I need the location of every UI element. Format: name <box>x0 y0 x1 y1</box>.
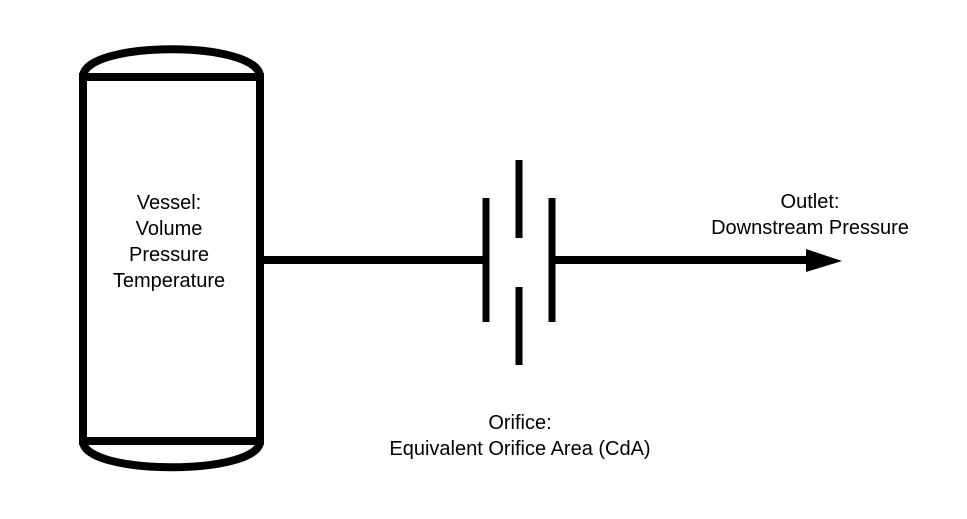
orifice-symbol <box>482 160 556 365</box>
vessel-label-line-1: Vessel: <box>136 192 202 214</box>
vessel-body <box>79 73 264 445</box>
vessel-label: Vessel: Volume Pressure Temperature <box>89 190 249 294</box>
vessel-label-line-2: Volume <box>135 218 203 240</box>
vessel-bottom-cap <box>79 439 264 472</box>
vessel-shape <box>79 45 264 472</box>
orifice-label-line-2: Equivalent Orifice Area (CdA) <box>389 438 651 460</box>
orifice-label: Orifice: Equivalent Orifice Area (CdA) <box>360 410 680 462</box>
vessel-label-line-3: Pressure <box>128 244 210 266</box>
outlet-arrow-icon <box>806 249 842 272</box>
outlet-label: Outlet: Downstream Pressure <box>690 189 930 241</box>
outlet-label-line-1: Outlet: <box>780 191 840 213</box>
vessel-top-cap <box>79 45 264 79</box>
outlet-label-line-2: Downstream Pressure <box>711 217 909 239</box>
vessel-label-line-4: Temperature <box>112 270 226 292</box>
orifice-label-line-1: Orifice: <box>488 412 552 434</box>
